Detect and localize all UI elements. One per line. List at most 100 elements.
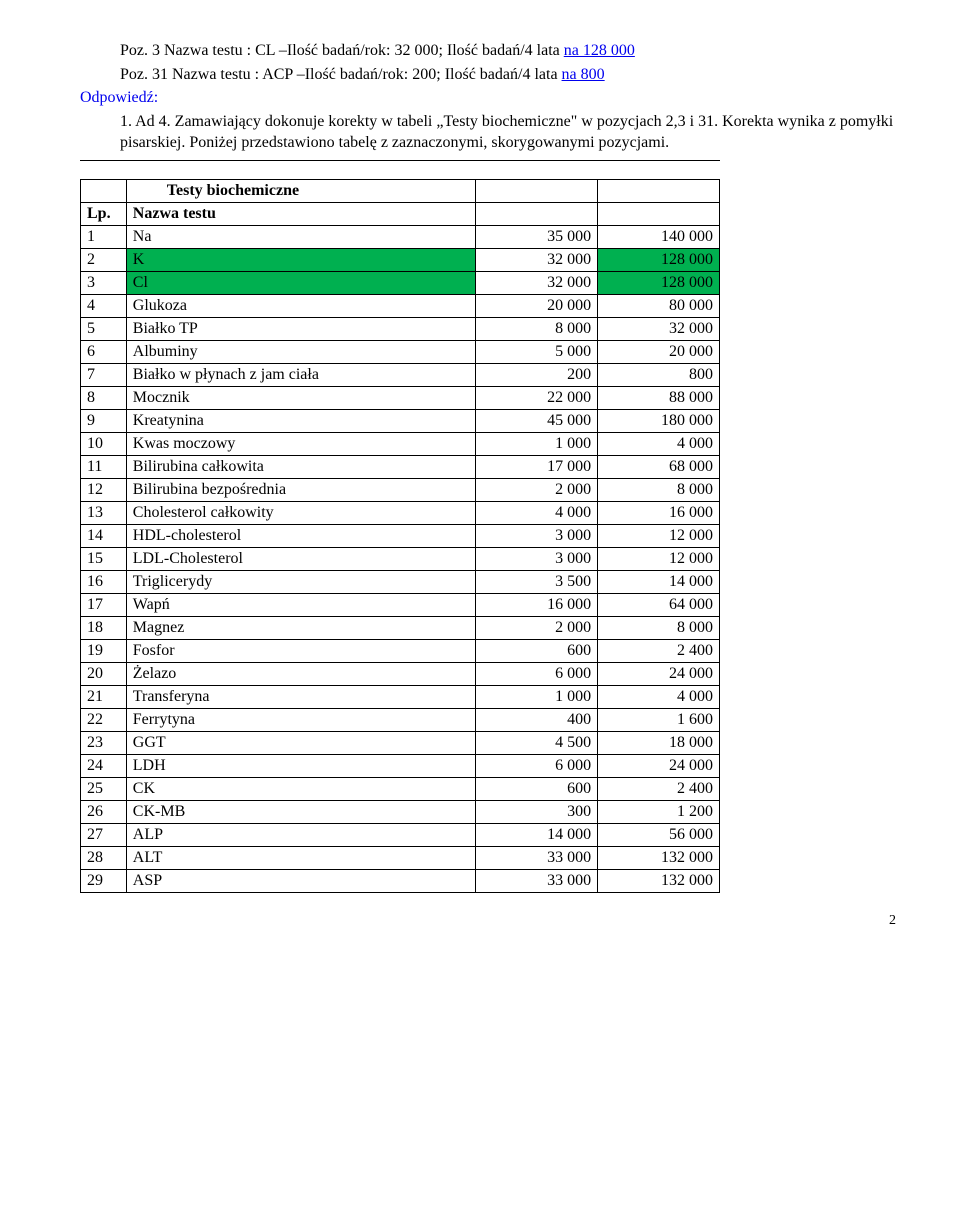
ad4-block: 1. Ad 4. Zamawiający dokonuje korekty w …: [80, 111, 900, 154]
table-row: 18Magnez2 0008 000: [81, 616, 720, 639]
cell-lp: 25: [81, 777, 127, 800]
cell-value-2: 12 000: [598, 524, 720, 547]
cell-name: Magnez: [126, 616, 475, 639]
cell-lp: 2: [81, 248, 127, 271]
cell-name: Triglicerydy: [126, 570, 475, 593]
table-row: 16Triglicerydy3 50014 000: [81, 570, 720, 593]
table-row: 12Bilirubina bezpośrednia2 0008 000: [81, 478, 720, 501]
header-name: Nazwa testu: [126, 202, 475, 225]
cell-value-2: 128 000: [598, 271, 720, 294]
cell-value-2: 12 000: [598, 547, 720, 570]
table-row: 11Bilirubina całkowita17 00068 000: [81, 455, 720, 478]
intro-line-1-link[interactable]: na 128 000: [564, 42, 635, 59]
cell-lp: 20: [81, 662, 127, 685]
cell-value-1: 17 000: [476, 455, 598, 478]
cell-lp: 15: [81, 547, 127, 570]
cell-value-1: 5 000: [476, 340, 598, 363]
cell-value-1: 1 000: [476, 685, 598, 708]
cell-value-2: 64 000: [598, 593, 720, 616]
ad4-body: Zamawiający dokonuje korekty w tabeli „T…: [120, 113, 893, 152]
cell-value-1: 3 000: [476, 547, 598, 570]
cell-lp: 13: [81, 501, 127, 524]
cell-value-2: 32 000: [598, 317, 720, 340]
table-row: 17Wapń16 00064 000: [81, 593, 720, 616]
cell-name: Kreatynina: [126, 409, 475, 432]
biochem-table: Testy biochemiczne Lp. Nazwa testu 1Na35…: [80, 179, 720, 893]
cell-lp: 19: [81, 639, 127, 662]
cell-name: Cl: [126, 271, 475, 294]
cell-value-1: 4 000: [476, 501, 598, 524]
table-title-row: Testy biochemiczne: [81, 179, 720, 202]
cell-value-2: 1 200: [598, 800, 720, 823]
cell-value-2: 24 000: [598, 662, 720, 685]
cell-value-1: 35 000: [476, 225, 598, 248]
cell-value-2: 1 600: [598, 708, 720, 731]
cell-value-1: 33 000: [476, 846, 598, 869]
intro-line-2-text: Poz. 31 Nazwa testu : ACP –Ilość badań/r…: [120, 66, 562, 83]
cell-value-2: 14 000: [598, 570, 720, 593]
cell-value-2: 18 000: [598, 731, 720, 754]
answer-label: Odpowiedź:: [80, 87, 900, 109]
cell-value-2: 800: [598, 363, 720, 386]
cell-name: Albuminy: [126, 340, 475, 363]
cell-name: Bilirubina całkowita: [126, 455, 475, 478]
cell-name: ALP: [126, 823, 475, 846]
cell-value-1: 2 000: [476, 616, 598, 639]
cell-value-2: 2 400: [598, 777, 720, 800]
cell-lp: 1: [81, 225, 127, 248]
cell-value-1: 600: [476, 777, 598, 800]
cell-value-2: 88 000: [598, 386, 720, 409]
table-row: 7Białko w płynach z jam ciała200800: [81, 363, 720, 386]
cell-lp: 6: [81, 340, 127, 363]
cell-value-1: 400: [476, 708, 598, 731]
cell-lp: 27: [81, 823, 127, 846]
cell-name: Ferrytyna: [126, 708, 475, 731]
cell-lp: 24: [81, 754, 127, 777]
cell-name: LDH: [126, 754, 475, 777]
cell-value-1: 2 000: [476, 478, 598, 501]
cell-name: Fosfor: [126, 639, 475, 662]
header-lp: Lp.: [81, 202, 127, 225]
cell-lp: 23: [81, 731, 127, 754]
separator-line: [80, 160, 720, 161]
table-row: 5Białko TP8 00032 000: [81, 317, 720, 340]
cell-name: Na: [126, 225, 475, 248]
cell-value-1: 6 000: [476, 662, 598, 685]
table-row: 8Mocznik22 00088 000: [81, 386, 720, 409]
table-row: 20Żelazo6 00024 000: [81, 662, 720, 685]
table-row: 25CK6002 400: [81, 777, 720, 800]
cell-value-2: 4 000: [598, 685, 720, 708]
cell-name: Kwas moczowy: [126, 432, 475, 455]
cell-lp: 14: [81, 524, 127, 547]
intro-line-1-text: Poz. 3 Nazwa testu : CL –Ilość badań/rok…: [120, 42, 564, 59]
cell-lp: 29: [81, 869, 127, 892]
cell-value-2: 140 000: [598, 225, 720, 248]
table-row: 1Na35 000140 000: [81, 225, 720, 248]
cell-lp: 9: [81, 409, 127, 432]
cell-lp: 12: [81, 478, 127, 501]
table-row: 19Fosfor6002 400: [81, 639, 720, 662]
cell-lp: 22: [81, 708, 127, 731]
cell-value-1: 32 000: [476, 271, 598, 294]
cell-value-2: 132 000: [598, 846, 720, 869]
table-row: 13Cholesterol całkowity4 00016 000: [81, 501, 720, 524]
answer-label-text: Odpowiedź:: [80, 89, 158, 106]
cell-name: Bilirubina bezpośrednia: [126, 478, 475, 501]
page-number: 2: [80, 913, 900, 929]
table-row: 24LDH6 00024 000: [81, 754, 720, 777]
cell-name: Wapń: [126, 593, 475, 616]
cell-name: CK: [126, 777, 475, 800]
cell-name: GGT: [126, 731, 475, 754]
cell-name: Białko w płynach z jam ciała: [126, 363, 475, 386]
cell-value-1: 6 000: [476, 754, 598, 777]
cell-value-2: 24 000: [598, 754, 720, 777]
cell-value-1: 200: [476, 363, 598, 386]
table-row: 29ASP33 000132 000: [81, 869, 720, 892]
intro-line-2-link[interactable]: na 800: [562, 66, 605, 83]
cell-lp: 26: [81, 800, 127, 823]
table-row: 21Transferyna1 0004 000: [81, 685, 720, 708]
table-row: 3Cl32 000128 000: [81, 271, 720, 294]
cell-name: ALT: [126, 846, 475, 869]
cell-name: Mocznik: [126, 386, 475, 409]
table-row: 10Kwas moczowy1 0004 000: [81, 432, 720, 455]
